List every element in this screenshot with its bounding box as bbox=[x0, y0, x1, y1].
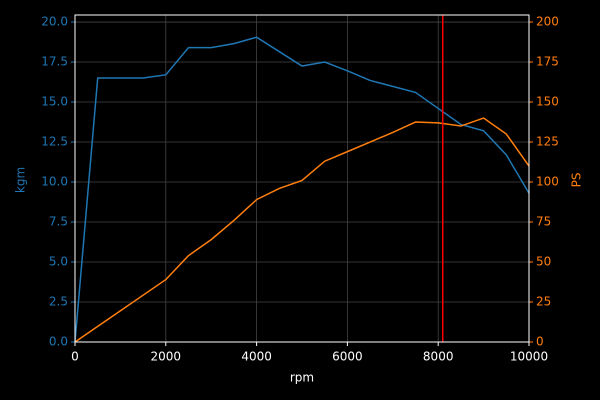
y-tick-label: 5.0 bbox=[49, 255, 68, 269]
x-tick-label: 8000 bbox=[423, 350, 454, 364]
y-tick-label: 2.5 bbox=[49, 295, 68, 309]
x-tick-label: 10000 bbox=[510, 350, 548, 364]
y2-tick-label: 50 bbox=[536, 255, 551, 269]
x-axis-label: rpm bbox=[290, 371, 314, 385]
y2-tick-label: 175 bbox=[536, 55, 559, 69]
y2-tick-label: 25 bbox=[536, 295, 551, 309]
y2-tick-label: 150 bbox=[536, 95, 559, 109]
series-line bbox=[74, 117, 530, 343]
x-tick-label: 6000 bbox=[332, 350, 363, 364]
x-tick-label: 0 bbox=[71, 350, 79, 364]
y2-tick-label: 200 bbox=[536, 15, 559, 29]
y-tick-label: 12.5 bbox=[41, 135, 68, 149]
y-tick-label: 0.0 bbox=[49, 335, 68, 349]
y-axis-label: kgm bbox=[14, 167, 28, 193]
y-tick-label: 10.0 bbox=[41, 175, 68, 189]
y-tick-label: 17.5 bbox=[41, 55, 68, 69]
y-tick-label: 20.0 bbox=[41, 15, 68, 29]
y-tick-label: 15.0 bbox=[41, 95, 68, 109]
y2-tick-label: 100 bbox=[536, 175, 559, 189]
x-tick-label: 4000 bbox=[241, 350, 272, 364]
y2-tick-label: 0 bbox=[536, 335, 544, 349]
y2-axis-label: PS bbox=[570, 173, 584, 188]
y2-tick-label: 75 bbox=[536, 215, 551, 229]
y-tick-label: 7.5 bbox=[49, 215, 68, 229]
series-line bbox=[74, 36, 530, 343]
y2-tick-label: 125 bbox=[536, 135, 559, 149]
plot-frame bbox=[74, 14, 530, 343]
x-tick-label: 2000 bbox=[151, 350, 182, 364]
